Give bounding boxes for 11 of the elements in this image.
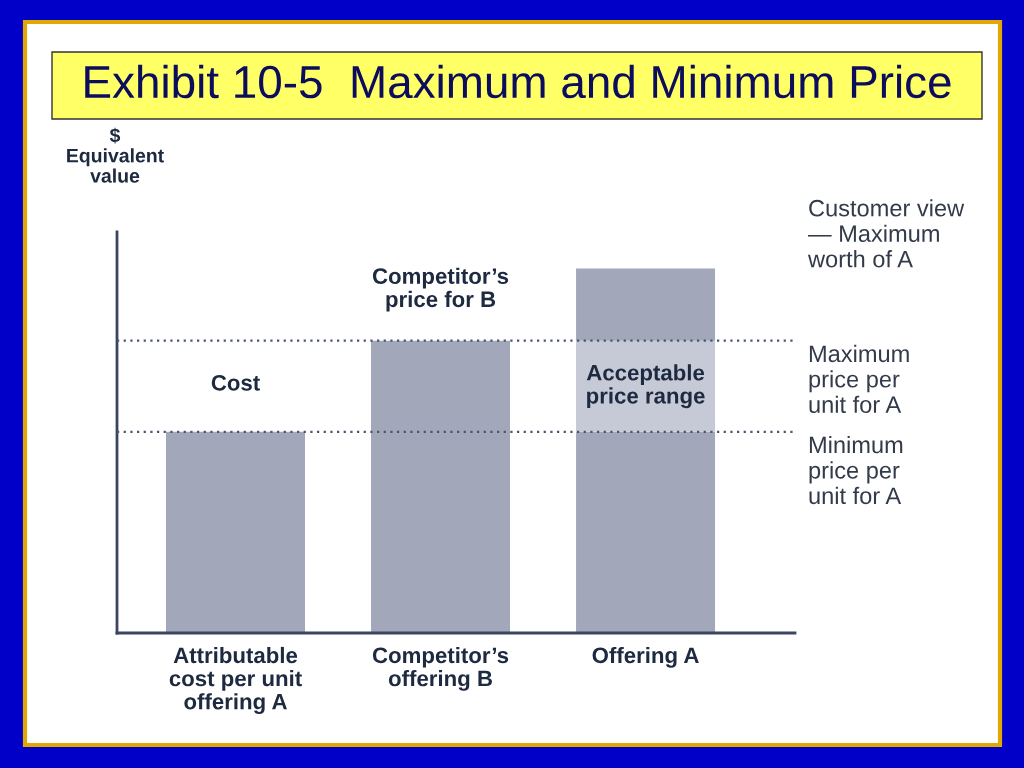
- text: Customer view — Maximum worth of A: [807, 199, 965, 268]
- annotation: Acceptable price range: [586, 364, 705, 409]
- annotation: Competitor’s price for B: [372, 267, 509, 312]
- x-tick-label: Attributable cost per unit offering A: [169, 646, 302, 714]
- annotation: Cost: [211, 374, 260, 391]
- chart-title: Exhibit 10-5 Maximum and Minimum Price: [85, 64, 951, 99]
- y-axis-title: $ Equivalent value: [67, 127, 164, 183]
- x-tick-label: Offering A: [592, 646, 699, 668]
- ref-line-label: Minimum price per unit for A: [809, 435, 903, 505]
- x-tick-label: Competitor’s offering B: [372, 646, 509, 691]
- ref-line-label: Maximum price per unit for A: [809, 344, 909, 414]
